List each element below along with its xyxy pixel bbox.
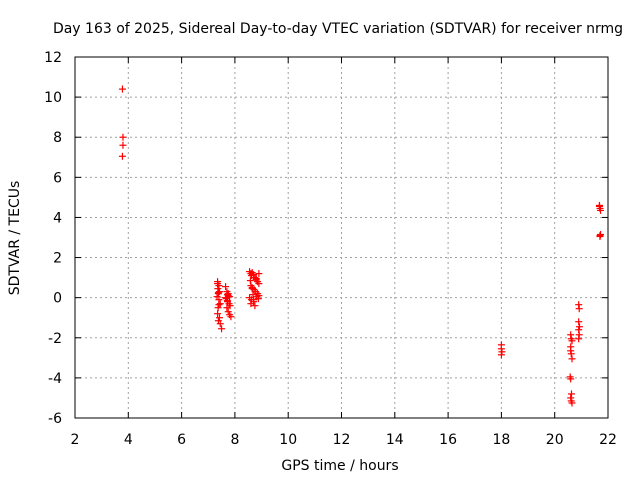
x-tick-label: 22 [599,432,617,448]
data-point [222,294,230,302]
data-points [118,85,605,407]
x-tick-label: 20 [546,432,564,448]
data-point [567,390,575,398]
data-point [119,133,127,141]
data-point [119,141,127,149]
grid [75,57,608,418]
x-tick-label: 10 [279,432,297,448]
data-point [222,283,230,291]
data-point [224,290,232,298]
data-point [255,280,263,288]
y-tick-label: 8 [53,130,62,146]
data-point [223,298,231,306]
data-point [215,301,223,309]
data-point [216,300,224,308]
data-point [250,296,258,304]
y-tick-label: 4 [53,210,62,226]
data-point [568,337,576,345]
y-axis-label: SDTVAR / TECUs [7,181,23,296]
data-point [567,350,575,358]
data-point [575,318,583,326]
data-point [567,375,575,383]
y-tick-label: 6 [53,170,62,186]
data-point [215,314,223,322]
y-tick-label: 10 [44,90,62,106]
data-point [575,323,583,331]
data-point [252,275,260,283]
data-point [497,351,505,359]
y-tick-label: 2 [53,251,62,267]
chart-title: Day 163 of 2025, Sidereal Day-to-day VTE… [53,21,623,37]
x-tick-label: 6 [177,432,186,448]
data-point [214,304,222,312]
x-tick-label: 4 [124,432,133,448]
x-tick-label: 2 [71,432,80,448]
x-tick-label: 12 [333,432,351,448]
data-point [223,304,231,312]
data-point [568,399,576,407]
data-point [218,325,226,333]
data-point [214,280,222,288]
data-point [595,202,603,210]
data-point [224,308,232,316]
data-point [597,206,605,214]
data-point [227,313,235,321]
data-point [251,302,259,310]
y-tick-label: -4 [48,371,62,387]
data-point [247,300,255,308]
data-point [254,295,262,303]
data-point [246,277,254,285]
data-point [118,152,126,160]
data-point [248,285,256,293]
y-tick-label: -2 [48,331,62,347]
data-point [567,343,575,351]
data-point [255,270,263,278]
data-point [214,289,222,297]
data-point [214,310,222,318]
y-tick-label: 0 [53,291,62,307]
x-tick-label: 16 [439,432,457,448]
tick-labels: 2 4 6 8 10 12 14 16 18 20 22 -6 -4 -2 0 2 4 6 8 10 12 [44,50,617,448]
y-tick-label: 12 [44,50,62,66]
x-axis-label: GPS time / hours [281,458,398,474]
data-point [250,271,258,279]
data-point [575,335,583,343]
data-point [216,320,224,328]
x-tick-label: 18 [492,432,510,448]
data-point [596,232,604,240]
axes [74,56,609,419]
x-tick-label: 14 [386,432,404,448]
y-tick-label: -6 [48,411,62,427]
x-tick-label: 8 [230,432,239,448]
data-point [118,85,126,93]
data-point [568,355,576,363]
data-point [575,305,583,313]
